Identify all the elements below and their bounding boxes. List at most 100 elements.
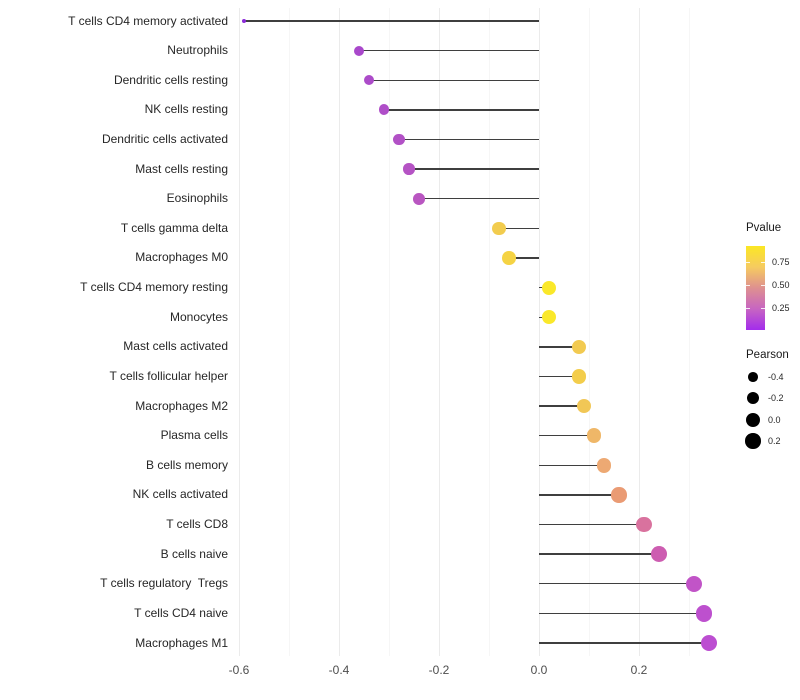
x-axis-tick-label: -0.6 <box>228 663 250 677</box>
pvalue-legend-tick-label: 0.50 <box>772 280 790 290</box>
lollipop-dot <box>363 74 375 86</box>
pearson-legend-label: -0.4 <box>768 372 784 382</box>
major-gridline <box>639 8 640 656</box>
lollipop-stem <box>539 583 694 585</box>
lollipop-dot <box>502 251 516 265</box>
x-axis-tick-label: 0.2 <box>630 663 648 677</box>
minor-gridline <box>589 8 590 656</box>
lollipop-stem <box>539 553 659 555</box>
pearson-legend-title: Pearson <box>746 349 789 361</box>
lollipop-dot <box>492 221 506 235</box>
lollipop-stem <box>539 642 709 644</box>
lollipop-dot <box>413 192 425 205</box>
y-axis-category-label: Mast cells resting <box>135 161 228 176</box>
lollipop-dot <box>576 398 592 414</box>
pearson-legend-label: 0.2 <box>768 436 781 446</box>
y-axis-category-label: Plasma cells <box>160 428 228 443</box>
lollipop-stem <box>509 257 539 259</box>
pvalue-legend-tick-label: 0.25 <box>772 303 790 313</box>
lollipop-dot <box>571 369 587 384</box>
lollipop-dot <box>685 575 703 592</box>
y-axis-category-label: Monocytes <box>169 309 228 324</box>
lollipop-stem <box>419 198 539 200</box>
y-axis-category-label: Eosinophils <box>166 191 228 206</box>
lollipop-stem <box>539 405 584 407</box>
lollipop-stem <box>409 168 539 170</box>
lollipop-dot <box>651 546 667 563</box>
pvalue-gradient-tickmark <box>761 308 765 309</box>
lollipop-dot <box>378 104 390 116</box>
y-axis-category-label: Dendritic cells activated <box>101 131 228 146</box>
pvalue-gradient-tickmark <box>746 285 750 286</box>
major-gridline <box>439 8 440 656</box>
pvalue-gradient-tickmark <box>746 262 750 263</box>
y-axis-category-label: B cells memory <box>145 457 228 472</box>
lollipop-dot <box>541 280 557 295</box>
lollipop-dot <box>695 605 713 622</box>
minor-gridline <box>389 8 390 656</box>
lollipop-stem <box>244 20 539 22</box>
y-axis-category-label: Dendritic cells resting <box>113 72 228 87</box>
lollipop-stem <box>539 523 644 526</box>
y-axis-category-label: T cells CD4 naive <box>134 605 228 620</box>
y-axis-category-label: T cells CD4 memory resting <box>80 280 228 295</box>
lollipop-dot <box>571 339 587 355</box>
lollipop-dot <box>353 45 365 56</box>
y-axis-category-label: T cells regulatory Tregs <box>100 576 228 591</box>
pvalue-legend-title: Pvalue <box>746 222 782 234</box>
lollipop-stem <box>539 346 579 348</box>
y-axis-category-label: NK cells activated <box>132 487 228 502</box>
y-axis-category-label: NK cells resting <box>144 102 228 117</box>
lollipop-stem <box>539 494 619 496</box>
lollipop-stem <box>399 138 539 141</box>
y-axis-category-label: T cells follicular helper <box>109 368 229 383</box>
y-axis-category-label: Mast cells activated <box>123 339 228 354</box>
pearson-legend-dot <box>746 391 760 405</box>
minor-gridline <box>689 8 690 656</box>
pvalue-gradient-tickmark <box>746 308 750 309</box>
pvalue-gradient-bar <box>746 246 765 330</box>
lollipop-stem <box>359 49 539 52</box>
lollipop-dot <box>586 428 602 444</box>
lollipop-dot <box>700 634 718 652</box>
lollipop-dot <box>636 516 652 533</box>
y-axis-category-label: Macrophages M1 <box>135 635 228 650</box>
major-gridline <box>339 8 340 656</box>
major-gridline <box>539 8 540 656</box>
lollipop-stem <box>369 79 539 81</box>
y-axis-category-label: B cells naive <box>160 546 228 561</box>
pvalue-gradient-tickmark <box>761 262 765 263</box>
lollipop-dot <box>393 133 405 146</box>
lollipop-stem <box>539 434 594 437</box>
lollipop-dot <box>242 19 246 23</box>
lollipop-dot <box>541 310 557 325</box>
lollipop-stem <box>499 227 539 230</box>
lollipop-dot <box>403 163 415 175</box>
y-axis-category-label: Macrophages M2 <box>135 398 228 413</box>
lollipop-stem <box>539 464 604 466</box>
pearson-legend-label: -0.2 <box>768 393 784 403</box>
lollipop-dot <box>596 457 612 473</box>
pvalue-legend-tick-label: 0.75 <box>772 257 790 267</box>
y-axis-category-label: T cells gamma delta <box>120 220 228 235</box>
minor-gridline <box>489 8 490 656</box>
x-axis-tick-label: -0.4 <box>328 663 350 677</box>
pearson-legend-label: 0.0 <box>768 415 781 425</box>
y-axis-category-label: T cells CD8 <box>166 517 228 532</box>
y-axis-category-label: Macrophages M0 <box>135 250 228 265</box>
major-gridline <box>239 8 240 656</box>
lollipop-stem <box>539 375 579 378</box>
pearson-legend-dot <box>748 372 758 382</box>
lollipop-stem <box>384 109 539 111</box>
pvalue-gradient-tickmark <box>761 285 765 286</box>
lollipop-stem <box>539 612 704 615</box>
minor-gridline <box>289 8 290 656</box>
lollipop-dot <box>611 487 627 503</box>
pearson-legend-dot <box>745 433 761 449</box>
x-axis-tick-label: 0.0 <box>530 663 548 677</box>
x-axis-tick-label: -0.2 <box>428 663 450 677</box>
pearson-legend-dot <box>746 413 760 427</box>
y-axis-category-label: Neutrophils <box>167 43 228 58</box>
